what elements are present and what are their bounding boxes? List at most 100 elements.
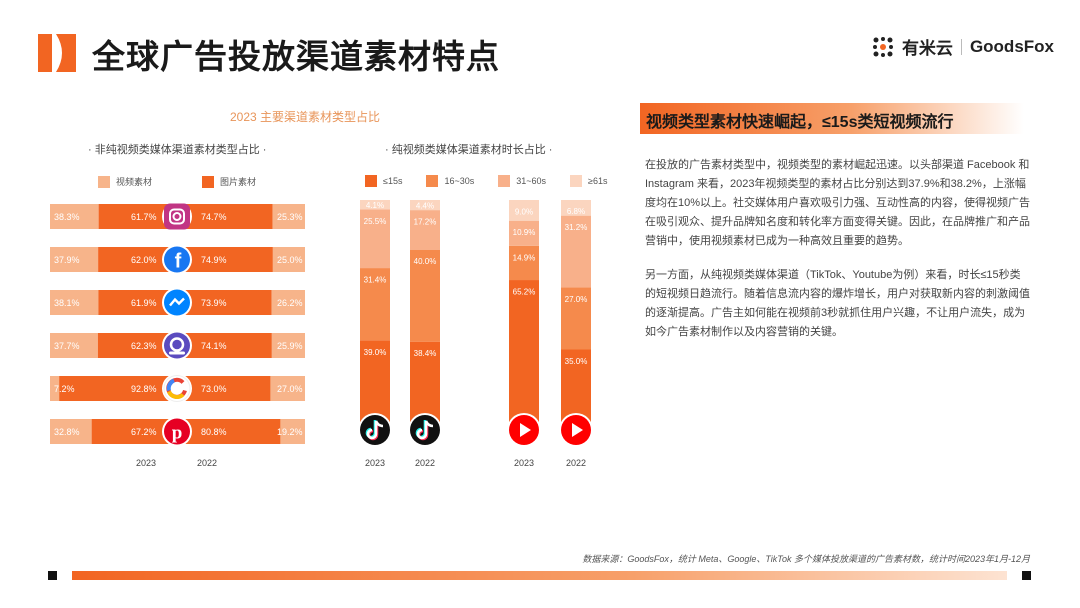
- segment-label: 6.8%: [567, 207, 585, 216]
- label-2023-video: 38.1%: [54, 298, 80, 308]
- youtube-icon: [559, 413, 593, 447]
- segment-label: 40.0%: [414, 257, 437, 266]
- segment-label: 31.2%: [565, 223, 588, 232]
- headline-banner: 视频类型素材快速崛起，≤15s类短视频流行: [640, 103, 1024, 134]
- legend-label-61s: ≥61s: [588, 176, 608, 186]
- segment-label: 17.2%: [414, 218, 437, 227]
- label-2023-video: 38.3%: [54, 212, 80, 222]
- brand-divider: [960, 38, 962, 55]
- column-label: 2023: [365, 458, 385, 468]
- legend-swatch-61s: [570, 175, 583, 187]
- brand-logo-mark: [38, 34, 76, 72]
- svg-text:f: f: [175, 251, 182, 273]
- footer-bar: [72, 571, 1007, 580]
- segment-label: 31.4%: [364, 276, 387, 285]
- brand-lockup: 有米云 GoodsFox: [872, 34, 1054, 59]
- label-2022-image: 74.9%: [201, 255, 227, 265]
- label-2022-image: 73.9%: [201, 298, 227, 308]
- label-2023-image: 62.3%: [131, 341, 157, 351]
- bar-2022-video: [270, 376, 305, 401]
- legend-swatch-image: [202, 175, 215, 188]
- brand-name-en: GoodsFox: [969, 36, 1054, 56]
- segment-label: 4.1%: [366, 201, 384, 210]
- youtube-icon: [507, 413, 541, 447]
- segment-label: 14.9%: [513, 253, 536, 262]
- label-2022-image: 74.1%: [201, 341, 227, 351]
- chart1-subtitle: · 非纯视频类媒体渠道素材类型占比 ·: [88, 144, 267, 156]
- svg-text:p: p: [172, 423, 183, 444]
- headline-text: 视频类型素材快速崛起，≤15s类短视频流行: [646, 114, 954, 131]
- paragraph-1: 在投放的广告素材类型中，视频类型的素材崛起迅速。以头部渠道 Facebook 和…: [645, 159, 1031, 247]
- bar-segment-30s: [561, 287, 591, 350]
- legend-swatch-video: [98, 175, 110, 188]
- bar-2022-image: [177, 419, 281, 444]
- segment-label: 9.0%: [515, 208, 533, 217]
- facebook-icon: f: [162, 244, 192, 275]
- column-label: 2022: [566, 458, 586, 468]
- bar-segment-30s: [410, 249, 440, 342]
- segment-label: 38.4%: [414, 349, 437, 358]
- label-2023-video: 37.9%: [54, 255, 80, 265]
- label-2022-video: 27.0%: [277, 384, 303, 394]
- bar-2023-image: [59, 376, 178, 401]
- bar-segment-60s: [509, 220, 539, 246]
- bar-2022-video: [271, 290, 305, 315]
- segment-label: 10.9%: [513, 228, 536, 237]
- label-2023-image: 67.2%: [131, 427, 157, 437]
- footer-square-right: [1022, 571, 1031, 580]
- bar-2022-image: [177, 204, 273, 229]
- label-2022-image: 80.8%: [201, 427, 227, 437]
- messenger-icon: [162, 287, 192, 318]
- x-label-2022: 2022: [197, 458, 217, 468]
- bar-2022-image: [177, 247, 273, 272]
- chart1-legend: 视频素材 图片素材: [98, 175, 256, 188]
- pinterest-icon: p: [162, 416, 192, 447]
- audience-network-icon: [162, 330, 192, 361]
- bar-2022-video: [271, 333, 305, 358]
- page-title: 全球广告投放渠道素材特点: [92, 38, 500, 75]
- instagram-icon: [162, 201, 192, 232]
- tiktok-icon: [358, 413, 392, 447]
- footer-square-left: [48, 571, 57, 580]
- paragraph-2: 另一方面，从纯视频类媒体渠道（TikTok、Youtube为例）来看，时长≤15…: [645, 269, 1030, 338]
- x-label-2023: 2023: [136, 458, 156, 468]
- brand-name-cn: 有米云: [901, 39, 953, 58]
- bar-segment-30s: [509, 245, 539, 281]
- youmi-logo-icon: [872, 36, 893, 57]
- label-2023-video: 37.7%: [54, 341, 80, 351]
- bar-segment-61s: [509, 200, 539, 221]
- bar-2023-video: [50, 247, 99, 272]
- label-2022-video: 19.2%: [277, 427, 303, 437]
- bar-segment-60s: [360, 209, 390, 269]
- bar-2022-image: [177, 333, 272, 358]
- tiktok-icon: [408, 413, 442, 447]
- label-2023-video: 32.8%: [54, 427, 80, 437]
- label-2023-image: 61.9%: [131, 298, 157, 308]
- label-2022-video: 25.0%: [277, 255, 303, 265]
- google-icon: [162, 373, 192, 404]
- column-label: 2022: [415, 458, 435, 468]
- label-2023-image: 92.8%: [131, 384, 157, 394]
- segment-label: 65.2%: [513, 288, 536, 297]
- chart2-subtitle: · 纯视频类媒体渠道素材时长占比 ·: [385, 144, 553, 156]
- bar-segment-61s: [360, 200, 390, 210]
- legend-label-image: 图片素材: [220, 177, 257, 187]
- segment-label: 25.5%: [364, 217, 387, 226]
- label-2023-image: 62.0%: [131, 255, 157, 265]
- bar-2023-video: [50, 290, 99, 315]
- chart-main-title: 2023 主要渠道素材类型占比: [230, 110, 381, 124]
- legend-swatch-60s: [498, 175, 511, 187]
- bar-2022-video: [280, 419, 305, 444]
- bar-segment-15s: [509, 280, 539, 430]
- bar-2022-video: [272, 247, 305, 272]
- legend-label-15s: ≤15s: [383, 176, 403, 186]
- legend-label-video: 视频素材: [116, 177, 153, 187]
- bar-segment-60s: [410, 210, 440, 250]
- bar-segment-61s: [410, 200, 440, 211]
- label-2022-video: 25.3%: [277, 212, 303, 222]
- bar-segment-61s: [561, 200, 591, 216]
- segment-label: 35.0%: [565, 357, 588, 366]
- bar-2023-video: [50, 376, 60, 401]
- bar-2023-video: [50, 419, 92, 444]
- footer-source: 数据来源：GoodsFox，统计 Meta、Google、TikTok 多个媒体…: [582, 554, 1030, 564]
